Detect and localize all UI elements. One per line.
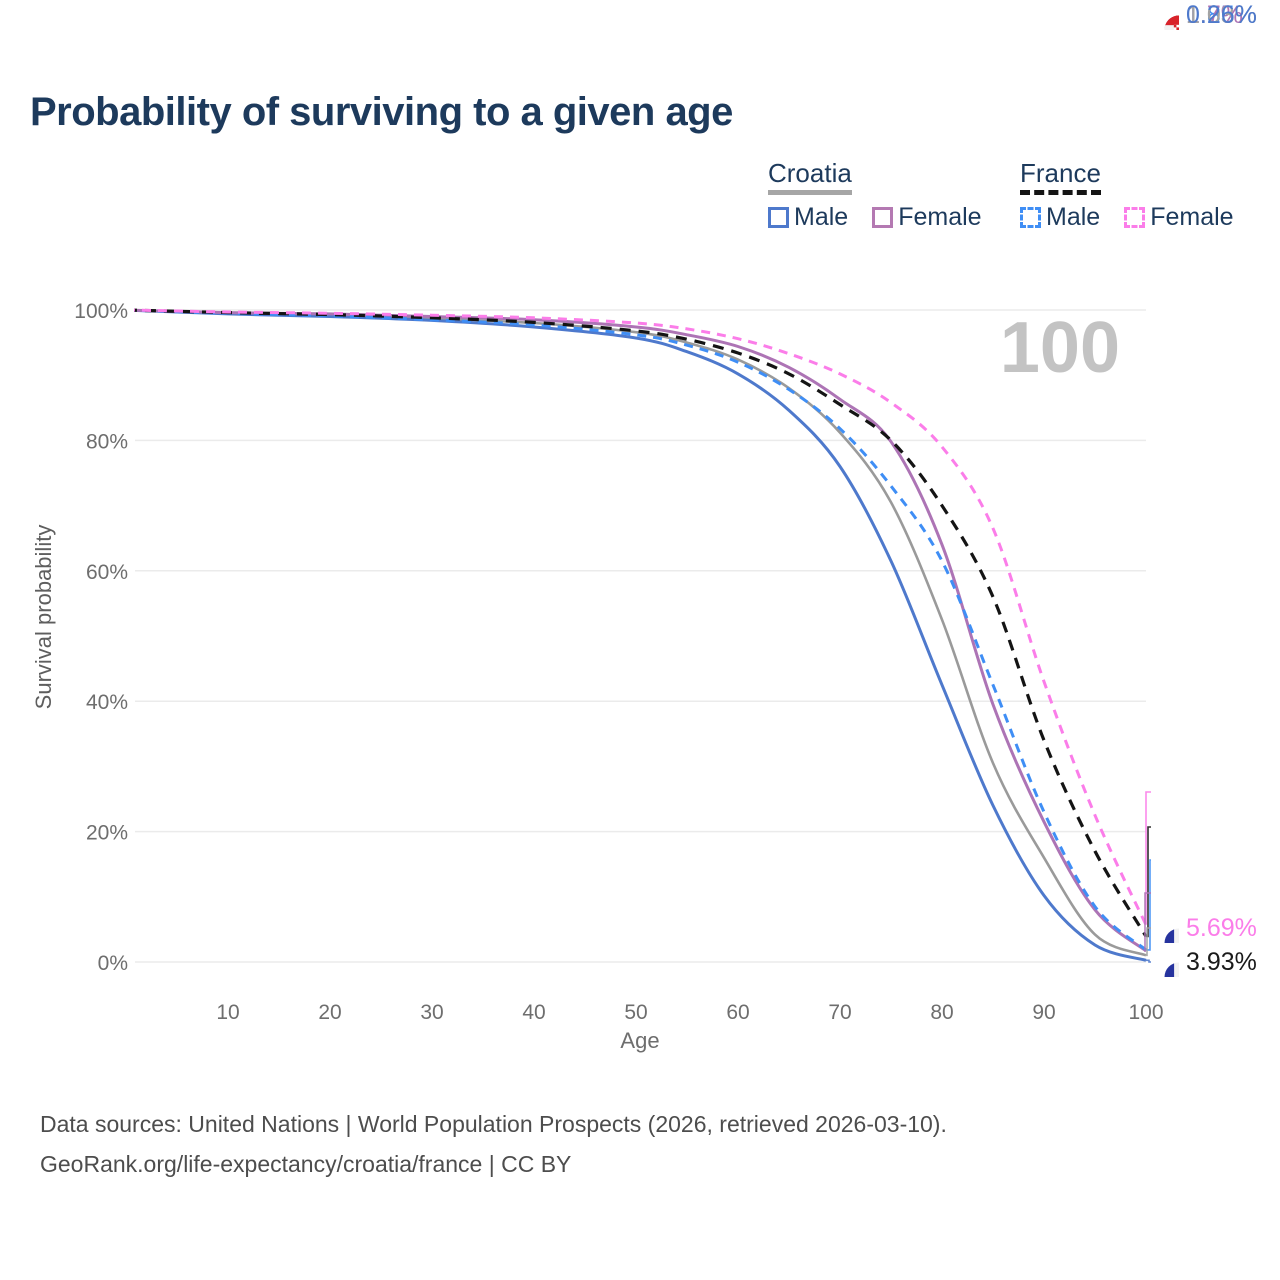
france-male-swatch-icon [1020,207,1041,229]
x-tick-label: 60 [726,1001,749,1024]
x-tick-label: 100 [1128,1001,1163,1024]
x-tick-label: 10 [216,1001,239,1024]
legend-item-france-male[interactable]: Male [1020,203,1100,232]
end-label-croatia-female: 1.7% [1150,0,1243,30]
end-label-value: 0.26% [1186,0,1257,29]
legend-item-label: Male [794,203,849,232]
x-tick-label: 90 [1032,1001,1055,1024]
end-label-value: 1.03% [1186,0,1257,29]
page-title: Probability of surviving to a given age [30,90,733,134]
france-female-swatch-icon [1124,207,1146,229]
footer-citation: Data sources: United Nations | World Pop… [40,1104,947,1184]
age-watermark: 100 [1000,308,1120,388]
end-label-croatia-total: 1.03% [1150,0,1257,30]
curve-france-male [134,308,1147,952]
end-label-value: 3.93% [1186,947,1257,976]
end-label-connector [1145,791,1151,925]
croatia-male-swatch-icon [768,207,789,229]
y-axis-title: Survival probability [31,524,56,710]
legend-group-france: France Male Female [1020,159,1234,232]
end-label-connector [1146,927,1151,957]
y-tick-label: 40% [86,691,128,714]
end-label-croatia-male: 0.26% [1150,0,1257,30]
y-tick-label: 20% [86,822,128,845]
x-axis-title: Age [620,1028,659,1053]
curve-croatia-male [134,308,1147,962]
legend-item-france-female[interactable]: Female [1124,203,1234,232]
legend-item-label: Male [1046,203,1101,232]
legend-group-croatia: Croatia Male Female [768,159,982,232]
x-tick-label: 80 [930,1001,953,1024]
y-tick-label: 80% [86,430,128,453]
end-label-france-total: 3.93% [1150,947,1257,977]
end-label-value: 1.7% [1186,0,1243,29]
end-label-value: 5.69% [1186,913,1257,942]
curve-france-female [134,308,1148,926]
y-tick-label: 0% [98,952,128,975]
x-tick-label: 40 [522,1001,545,1024]
legend-item-croatia-male[interactable]: Male [768,203,848,232]
end-label-value: 1.85% [1186,0,1257,29]
footer-line-1: Data sources: United Nations | World Pop… [40,1111,947,1137]
x-tick-label: 30 [420,1001,443,1024]
x-tick-label: 20 [318,1001,341,1024]
y-tick-label: 100% [74,300,128,323]
end-label-france-male: 1.85% [1150,0,1257,30]
y-tick-label: 60% [86,561,128,584]
end-label-connector [1144,892,1151,952]
legend-item-label: Female [1150,203,1234,232]
x-tick-label: 70 [828,1001,851,1024]
legend-title-france: France [1020,159,1101,196]
legend-item-croatia-female[interactable]: Female [872,203,982,232]
x-tick-label: 50 [624,1001,647,1024]
legend-item-label: Female [898,203,982,232]
curve-croatia-female [134,308,1147,953]
curve-croatia-total [134,308,1147,957]
croatia-flag-icon [1150,1,1179,30]
legend-title-croatia: Croatia [768,159,852,196]
curve-france-total [134,308,1148,938]
france-flag-icon [1150,948,1179,977]
end-label-connector [1146,859,1151,951]
france-flag-icon [1150,914,1179,943]
croatia-female-swatch-icon [872,207,894,229]
end-label-france-female: 5.69% [1150,913,1257,943]
end-label-connector [1146,959,1151,963]
footer-line-2: GeoRank.org/life-expectancy/croatia/fran… [40,1151,572,1177]
